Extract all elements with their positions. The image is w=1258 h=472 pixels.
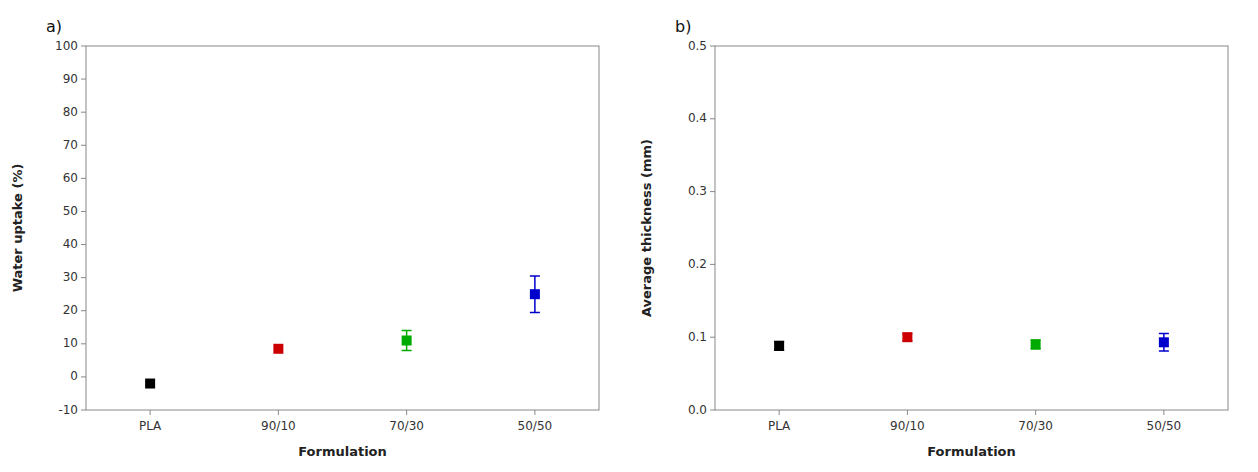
y-tick-label: 100 — [55, 39, 78, 53]
x-tick-label: 50/50 — [518, 419, 553, 433]
y-tick — [81, 310, 86, 311]
y-tick — [81, 79, 86, 80]
x-axis-label: Formulation — [927, 444, 1016, 459]
point — [902, 332, 912, 342]
x-tick-label: PLA — [768, 419, 791, 433]
y-tick — [710, 337, 715, 338]
y-tick — [81, 145, 86, 146]
error-bar — [774, 342, 784, 351]
x-tick — [1035, 410, 1036, 415]
point — [145, 379, 155, 389]
panel-title: a) — [46, 17, 62, 36]
panel: -10 0 10 20 30 40 50 60 70 80 90 100 PLA 90/10 70/30 50… — [10, 17, 599, 459]
y-tick-label: 10 — [63, 336, 78, 350]
point — [1159, 337, 1169, 347]
y-tick-label: 30 — [63, 270, 78, 284]
y-tick — [710, 46, 715, 47]
y-tick — [81, 211, 86, 212]
plot-frame — [86, 46, 599, 410]
y-tick-label: 80 — [63, 105, 78, 119]
y-tick-label: 0 — [70, 369, 78, 383]
y-tick-label: 0.0 — [688, 403, 707, 417]
point — [402, 336, 412, 346]
y-tick-label: 60 — [63, 171, 78, 185]
y-tick — [710, 118, 715, 119]
x-tick — [278, 410, 279, 415]
panel: 0.0 0.1 0.2 0.3 0.4 0.5 PLA 90/10 70/30 50/50 Form… — [639, 17, 1228, 459]
x-tick-label: 70/30 — [389, 419, 424, 433]
plot-frame — [715, 46, 1228, 410]
error-bar — [402, 331, 412, 351]
y-tick — [81, 178, 86, 179]
x-axis-label: Formulation — [298, 444, 387, 459]
y-tick — [81, 244, 86, 245]
y-axis-label: Average thickness (mm) — [639, 139, 654, 317]
y-tick-label: 0.3 — [688, 184, 707, 198]
panel-title: b) — [675, 17, 691, 36]
point — [273, 344, 283, 354]
x-tick — [907, 410, 908, 415]
y-tick — [81, 343, 86, 344]
y-tick-label: 40 — [63, 237, 78, 251]
y-axis-label: Water uptake (%) — [10, 164, 25, 293]
x-tick — [1163, 410, 1164, 415]
marks — [774, 332, 1169, 351]
y-tick-label: -10 — [58, 403, 78, 417]
x-tick-label: 90/10 — [890, 419, 925, 433]
x-tick — [534, 410, 535, 415]
y-tick-label: 90 — [63, 72, 78, 86]
y-tick-label: 0.2 — [688, 257, 707, 271]
y-tick — [710, 191, 715, 192]
x-tick-label: 50/50 — [1147, 419, 1182, 433]
error-bar — [1031, 340, 1041, 349]
x-tick-label: PLA — [139, 419, 162, 433]
y-tick — [81, 46, 86, 47]
error-bar — [1159, 334, 1169, 351]
y-tick — [81, 410, 86, 411]
y-tick-label: 70 — [63, 138, 78, 152]
y-tick — [81, 112, 86, 113]
x-tick — [779, 410, 780, 415]
marks — [145, 276, 540, 389]
error-bar — [530, 276, 540, 312]
y-tick-label: 20 — [63, 303, 78, 317]
point — [530, 289, 540, 299]
y-tick — [710, 264, 715, 265]
x-tick-label: 90/10 — [261, 419, 296, 433]
y-tick — [81, 277, 86, 278]
x-tick — [150, 410, 151, 415]
y-tick-label: 0.4 — [688, 111, 707, 125]
y-tick — [81, 376, 86, 377]
figure: -10 0 10 20 30 40 50 60 70 80 90 100 PLA 90/10 70/30 50… — [0, 0, 1258, 472]
y-tick-label: 50 — [63, 204, 78, 218]
x-tick — [406, 410, 407, 415]
y-tick — [710, 410, 715, 411]
point — [1031, 339, 1041, 349]
x-tick-label: 70/30 — [1018, 419, 1053, 433]
y-tick-label: 0.5 — [688, 39, 707, 53]
y-tick-label: 0.1 — [688, 330, 707, 344]
point — [774, 341, 784, 351]
